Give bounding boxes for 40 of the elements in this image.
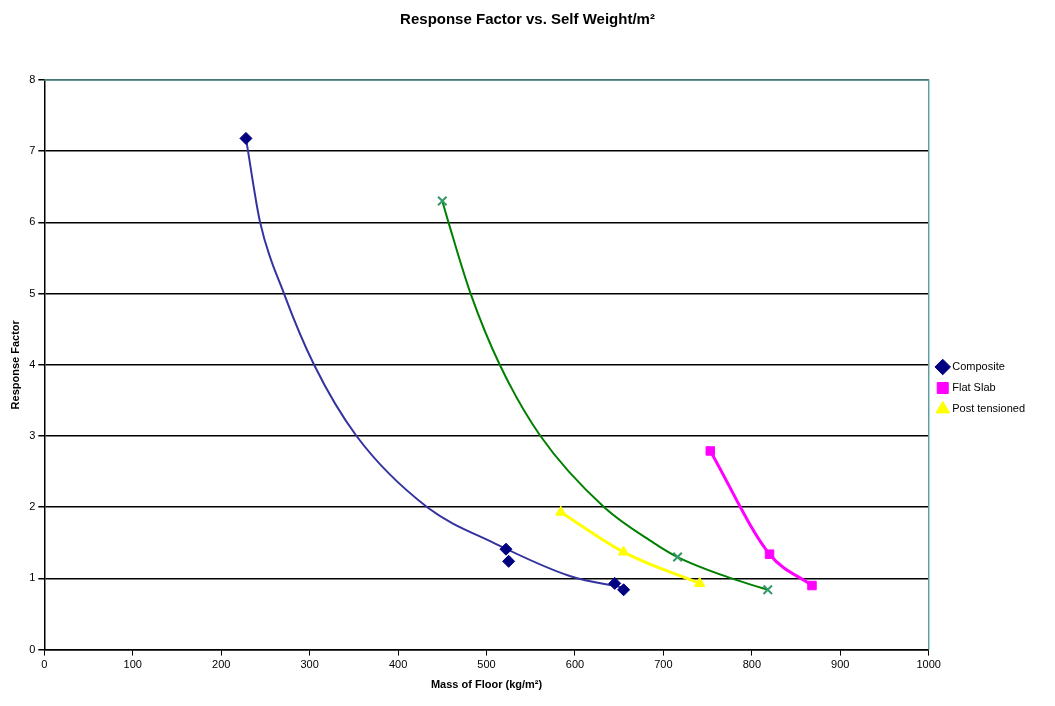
y-tick-label: 0 bbox=[29, 642, 36, 655]
x-tick-label: 400 bbox=[388, 658, 408, 671]
y-tick-label: 5 bbox=[29, 286, 36, 299]
legend-label: Flat Slab bbox=[952, 381, 996, 394]
point bbox=[672, 551, 683, 563]
y-tick-label: 1 bbox=[29, 571, 36, 584]
point bbox=[502, 554, 516, 568]
y-tick-label: 8 bbox=[29, 73, 36, 86]
y-axis-title: Response Factor bbox=[8, 319, 21, 410]
point bbox=[555, 505, 567, 516]
point bbox=[617, 583, 631, 597]
point bbox=[437, 195, 448, 207]
x-tick-label: 0 bbox=[41, 658, 48, 671]
x-tick-label: 200 bbox=[212, 658, 231, 671]
point bbox=[705, 446, 716, 456]
x-tick-label: 700 bbox=[654, 658, 673, 671]
y-tick-label: 3 bbox=[29, 429, 36, 442]
x-tick-label: 1000 bbox=[916, 658, 941, 671]
x-tick-label: 500 bbox=[477, 658, 496, 671]
y-tick-label: 6 bbox=[29, 215, 36, 228]
point bbox=[239, 131, 253, 145]
point bbox=[807, 580, 817, 591]
line-series bbox=[441, 200, 769, 591]
point bbox=[762, 584, 774, 596]
y-tick-label: 2 bbox=[29, 500, 36, 513]
x-tick-label: 600 bbox=[565, 658, 585, 671]
y-tick-label: 4 bbox=[29, 357, 36, 370]
point bbox=[764, 549, 775, 559]
point bbox=[608, 576, 622, 590]
chart-title: Response Factor vs. Self Weight/m² bbox=[399, 10, 656, 27]
x-tick-label: 900 bbox=[831, 658, 850, 671]
point bbox=[499, 542, 513, 556]
legend-label: Post tensioned bbox=[952, 402, 1026, 415]
legend-label: Composite bbox=[952, 360, 1005, 373]
y-tick-label: 7 bbox=[29, 144, 36, 157]
x-tick-label: 300 bbox=[300, 658, 319, 671]
x-axis-title: Mass of Floor (kg/m²) bbox=[430, 678, 543, 691]
point bbox=[693, 576, 706, 587]
x-tick-label: 800 bbox=[742, 658, 762, 671]
x-tick-label: 100 bbox=[123, 658, 142, 671]
